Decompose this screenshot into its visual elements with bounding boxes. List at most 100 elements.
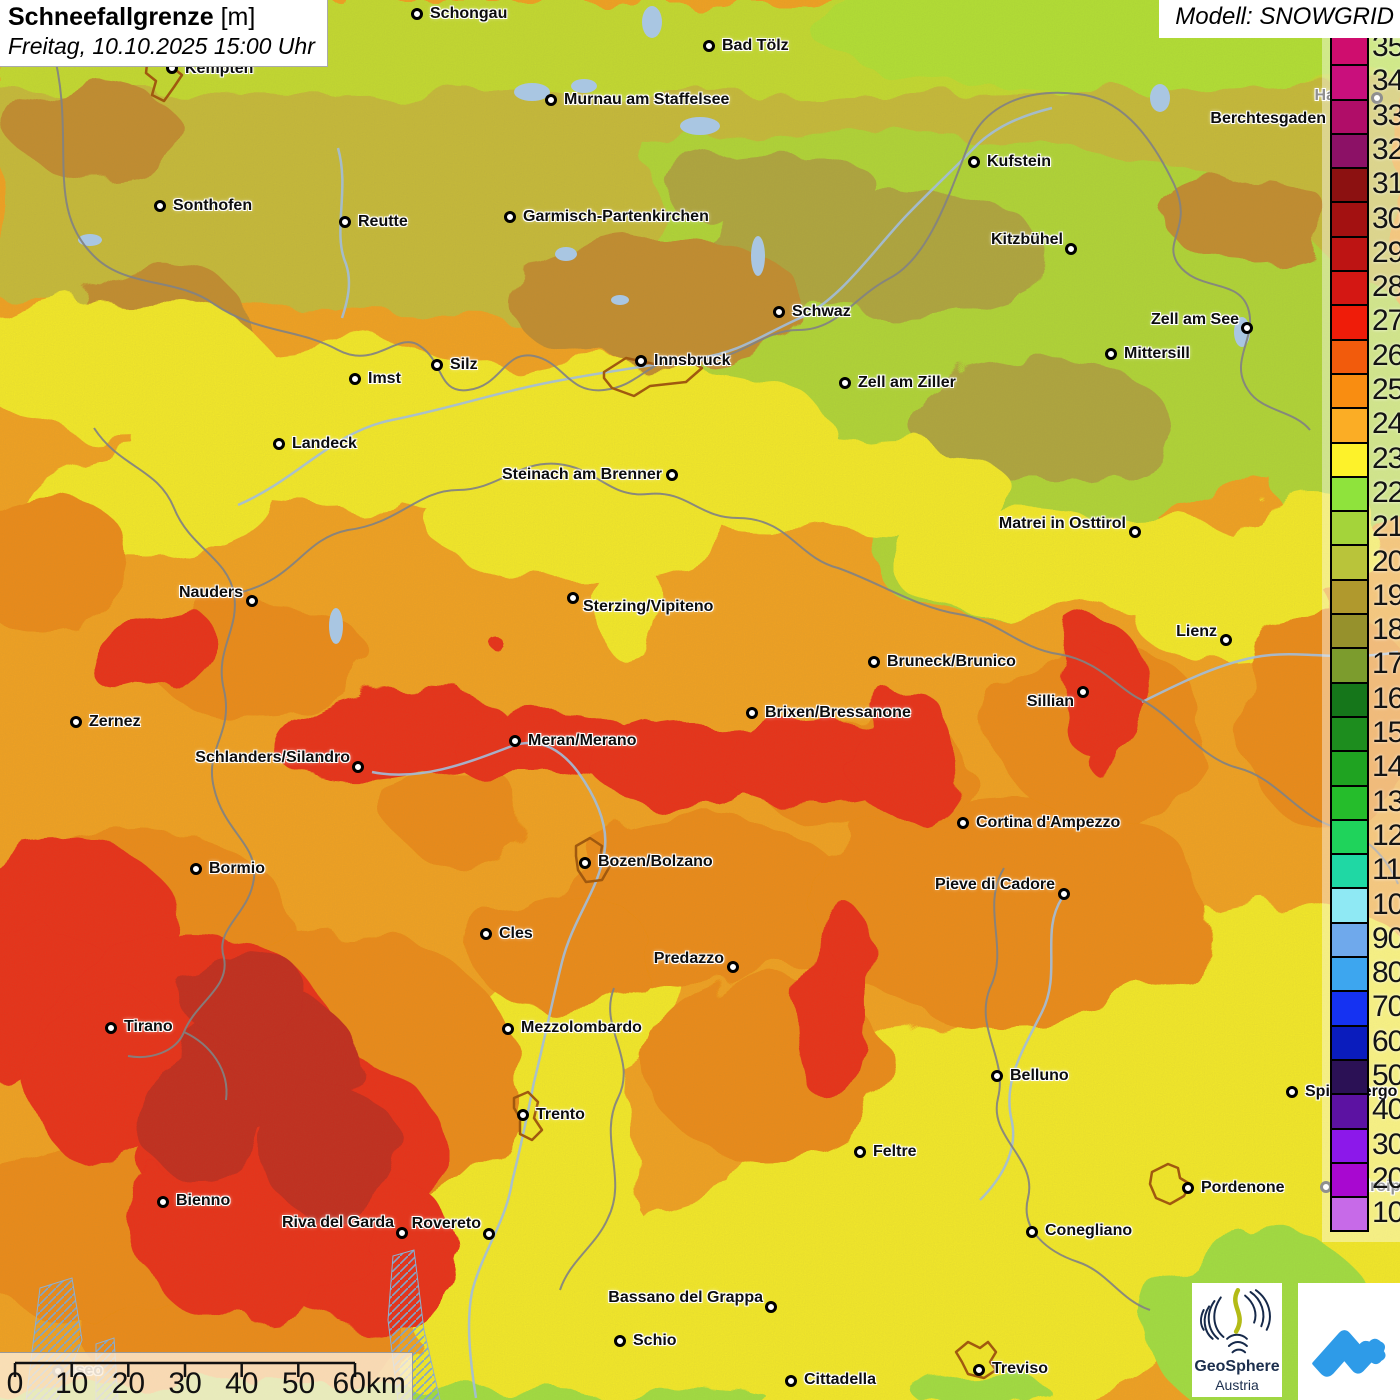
city-label: Brixen/Bressanone: [765, 704, 911, 721]
city-label: Sonthofen: [173, 197, 253, 214]
city-marker: [545, 94, 557, 106]
legend-value-1000: 1000: [1372, 887, 1400, 921]
city-label: Rovereto: [411, 1215, 481, 1232]
city-label: Pordenone: [1201, 1179, 1285, 1196]
city-marker: [1220, 634, 1232, 646]
title-unit: [m]: [220, 3, 256, 31]
country-borders: [51, 45, 1399, 1311]
legend-color-1000: [1332, 887, 1367, 922]
geosphere-swirl-icon: [1200, 1287, 1271, 1354]
legend-color-2400: [1332, 407, 1367, 442]
scale-label: 0: [6, 1367, 24, 1400]
city-marker: [504, 211, 516, 223]
legend-value-3400: 3400: [1372, 64, 1400, 98]
city-marker: [483, 1228, 495, 1240]
city-label: Tirano: [124, 1018, 173, 1035]
scale-label: 20: [111, 1367, 146, 1400]
city-label: Lienz: [1176, 623, 1217, 640]
city-marker: [190, 863, 202, 875]
city-marker: [352, 761, 364, 773]
city-marker: [968, 156, 980, 168]
legend-color-400: [1332, 1093, 1367, 1128]
city-marker: [1129, 526, 1141, 538]
legend-value-1300: 1300: [1372, 784, 1400, 818]
city-marker: [703, 40, 715, 52]
lakes: [78, 6, 1250, 644]
legend-value-400: 400: [1372, 1093, 1400, 1127]
city-label: Sterzing/Vipiteno: [583, 598, 714, 615]
city-label: Riva del Garda: [281, 1214, 394, 1231]
legend-value-2500: 2500: [1372, 373, 1400, 406]
legend-color-1500: [1332, 715, 1367, 751]
city-marker: [957, 817, 969, 829]
city-label: Bozen/Bolzano: [598, 853, 713, 870]
city-label: Mezzolombardo: [521, 1019, 642, 1036]
city-marker: [773, 306, 785, 318]
legend-color-200: [1332, 1161, 1367, 1197]
city-marker: [154, 200, 166, 212]
legend-value-1400: 1400: [1372, 750, 1400, 784]
city-label: Predazzo: [653, 950, 724, 967]
legend-value-2300: 2300: [1372, 441, 1400, 475]
city-label: Conegliano: [1045, 1222, 1133, 1239]
city-label: Sillian: [1026, 693, 1074, 710]
legend-value-800: 800: [1372, 956, 1400, 990]
city-marker: [868, 656, 880, 668]
city-label: Silz: [450, 356, 478, 373]
legend-value-3000: 3000: [1372, 201, 1400, 235]
geosphere-org-name: GeoSphere: [1194, 1358, 1280, 1375]
city-marker: [502, 1023, 514, 1035]
legend-value-2400: 2400: [1372, 407, 1400, 441]
city-label: Pieve di Cadore: [934, 876, 1055, 893]
city-label: Zell am See: [1150, 311, 1239, 328]
legend-color-1700: [1332, 647, 1367, 682]
city-label: Belluno: [1010, 1067, 1069, 1084]
city-marker: [157, 1196, 169, 1208]
legend-value-300: 300: [1372, 1127, 1400, 1161]
legend-value-2600: 2600: [1372, 338, 1400, 372]
city-marker: [1182, 1182, 1194, 1194]
city-marker: [579, 857, 591, 869]
city-marker: [517, 1109, 529, 1121]
city-marker: [1241, 322, 1253, 334]
city-marker: [1105, 348, 1117, 360]
legend-color-2900: [1332, 235, 1367, 271]
city-label: Bienno: [176, 1192, 231, 1209]
legend-color-3400: [1332, 64, 1367, 99]
city-label: Cles: [499, 925, 533, 942]
legend-color-2800: [1332, 270, 1367, 305]
legend-value-1800: 1800: [1372, 613, 1400, 647]
city-label: Cittadella: [804, 1371, 877, 1388]
legend-color-2300: [1332, 441, 1367, 476]
city-label: Zell am Ziller: [858, 374, 956, 391]
city-label: Bruneck/Brunico: [887, 653, 1016, 670]
legend-color-700: [1332, 990, 1367, 1025]
city-label: Trento: [536, 1106, 585, 1123]
city-marker: [746, 707, 758, 719]
city-label: Meran/Merano: [528, 732, 637, 749]
legend-value-1100: 1100: [1372, 853, 1400, 887]
city-marker: [1065, 243, 1077, 255]
legend-color-1300: [1332, 784, 1367, 819]
city-marker: [1026, 1226, 1038, 1238]
scale-label: 60km: [332, 1367, 406, 1400]
partner-logo-box: [1298, 1283, 1400, 1400]
city-marker: [839, 377, 851, 389]
city-marker: [854, 1146, 866, 1158]
city-marker: [349, 373, 361, 385]
legend-value-600: 600: [1372, 1024, 1400, 1058]
scale-label: 40: [225, 1367, 259, 1400]
city-marker: [1286, 1086, 1298, 1098]
legend-value-3200: 3200: [1372, 132, 1400, 166]
page-title: Schneefallgrenze [m]: [8, 3, 315, 32]
city-marker: [567, 592, 579, 604]
legend-color-100: [1332, 1196, 1367, 1231]
legend-color-1200: [1332, 818, 1367, 854]
city-label: Treviso: [992, 1360, 1049, 1377]
mountain-cloud-icon: [1312, 1329, 1386, 1377]
city-label: Cortina d'Ampezzo: [976, 814, 1121, 831]
city-label: Bad Tölz: [722, 37, 789, 54]
city-label: Mittersill: [1124, 345, 1190, 362]
legend-value-2700: 2700: [1372, 304, 1400, 338]
